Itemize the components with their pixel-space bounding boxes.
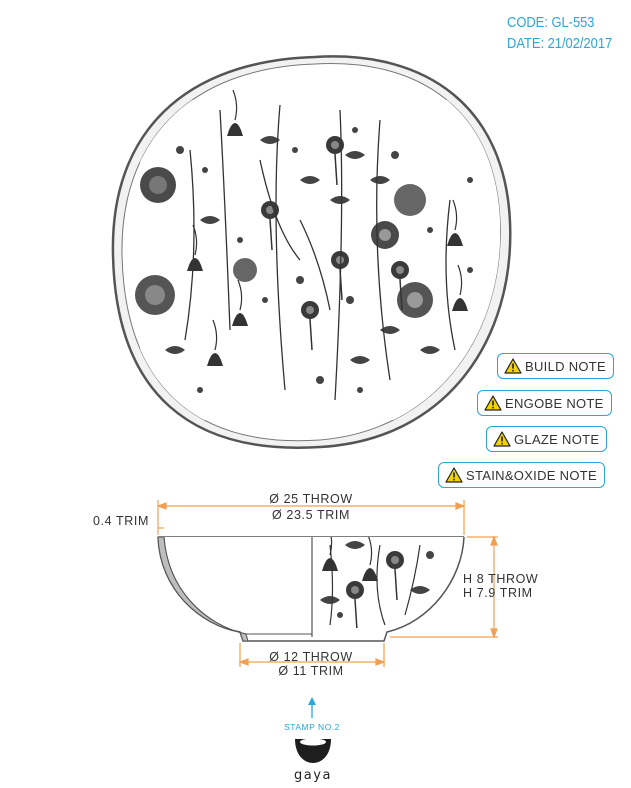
stamp-label: STAMP NO.2 [284, 722, 340, 732]
dim-rim-thickness: 0.4 TRIM [93, 514, 149, 528]
warning-icon [445, 467, 463, 483]
dim-top-trim: Ø 23.5 TRIM [272, 508, 350, 522]
product-date: DATE: 21/02/2017 [507, 35, 613, 52]
bowl-side-view [157, 536, 465, 642]
stamp-indicator: STAMP NO.2 [284, 697, 340, 732]
glaze-note-label: GLAZE NOTE [514, 431, 600, 447]
bowl-pattern [320, 537, 434, 628]
dim-foot-throw: Ø 12 THROW [269, 650, 353, 664]
brand-name: gaya [294, 768, 332, 783]
warning-icon [484, 395, 502, 411]
stain-oxide-note-button[interactable]: STAIN&OXIDE NOTE [438, 462, 605, 488]
build-note-label: BUILD NOTE [525, 358, 607, 374]
dimension-lines [156, 500, 498, 667]
plate-top-view [111, 55, 512, 449]
floral-pattern [135, 89, 500, 420]
engobe-note-label: ENGOBE NOTE [505, 395, 604, 411]
dim-height-trim: H 7.9 TRIM [463, 586, 533, 600]
warning-icon [493, 431, 511, 447]
stain-oxide-note-label: STAIN&OXIDE NOTE [466, 467, 597, 483]
product-code: CODE: GL-553 [507, 14, 595, 31]
code-date-block: CODE: GL-553 DATE: 21/02/2017 [507, 12, 612, 54]
dim-height-throw: H 8 THROW [463, 572, 538, 586]
dim-foot-trim: Ø 11 TRIM [278, 664, 343, 678]
dim-top-throw: Ø 25 THROW [269, 492, 353, 506]
glaze-note-button[interactable]: GLAZE NOTE [486, 426, 608, 452]
build-note-button[interactable]: BUILD NOTE [497, 353, 615, 379]
engobe-note-button[interactable]: ENGOBE NOTE [477, 390, 612, 416]
warning-icon [504, 358, 522, 374]
gaya-logo: gaya [294, 738, 332, 783]
